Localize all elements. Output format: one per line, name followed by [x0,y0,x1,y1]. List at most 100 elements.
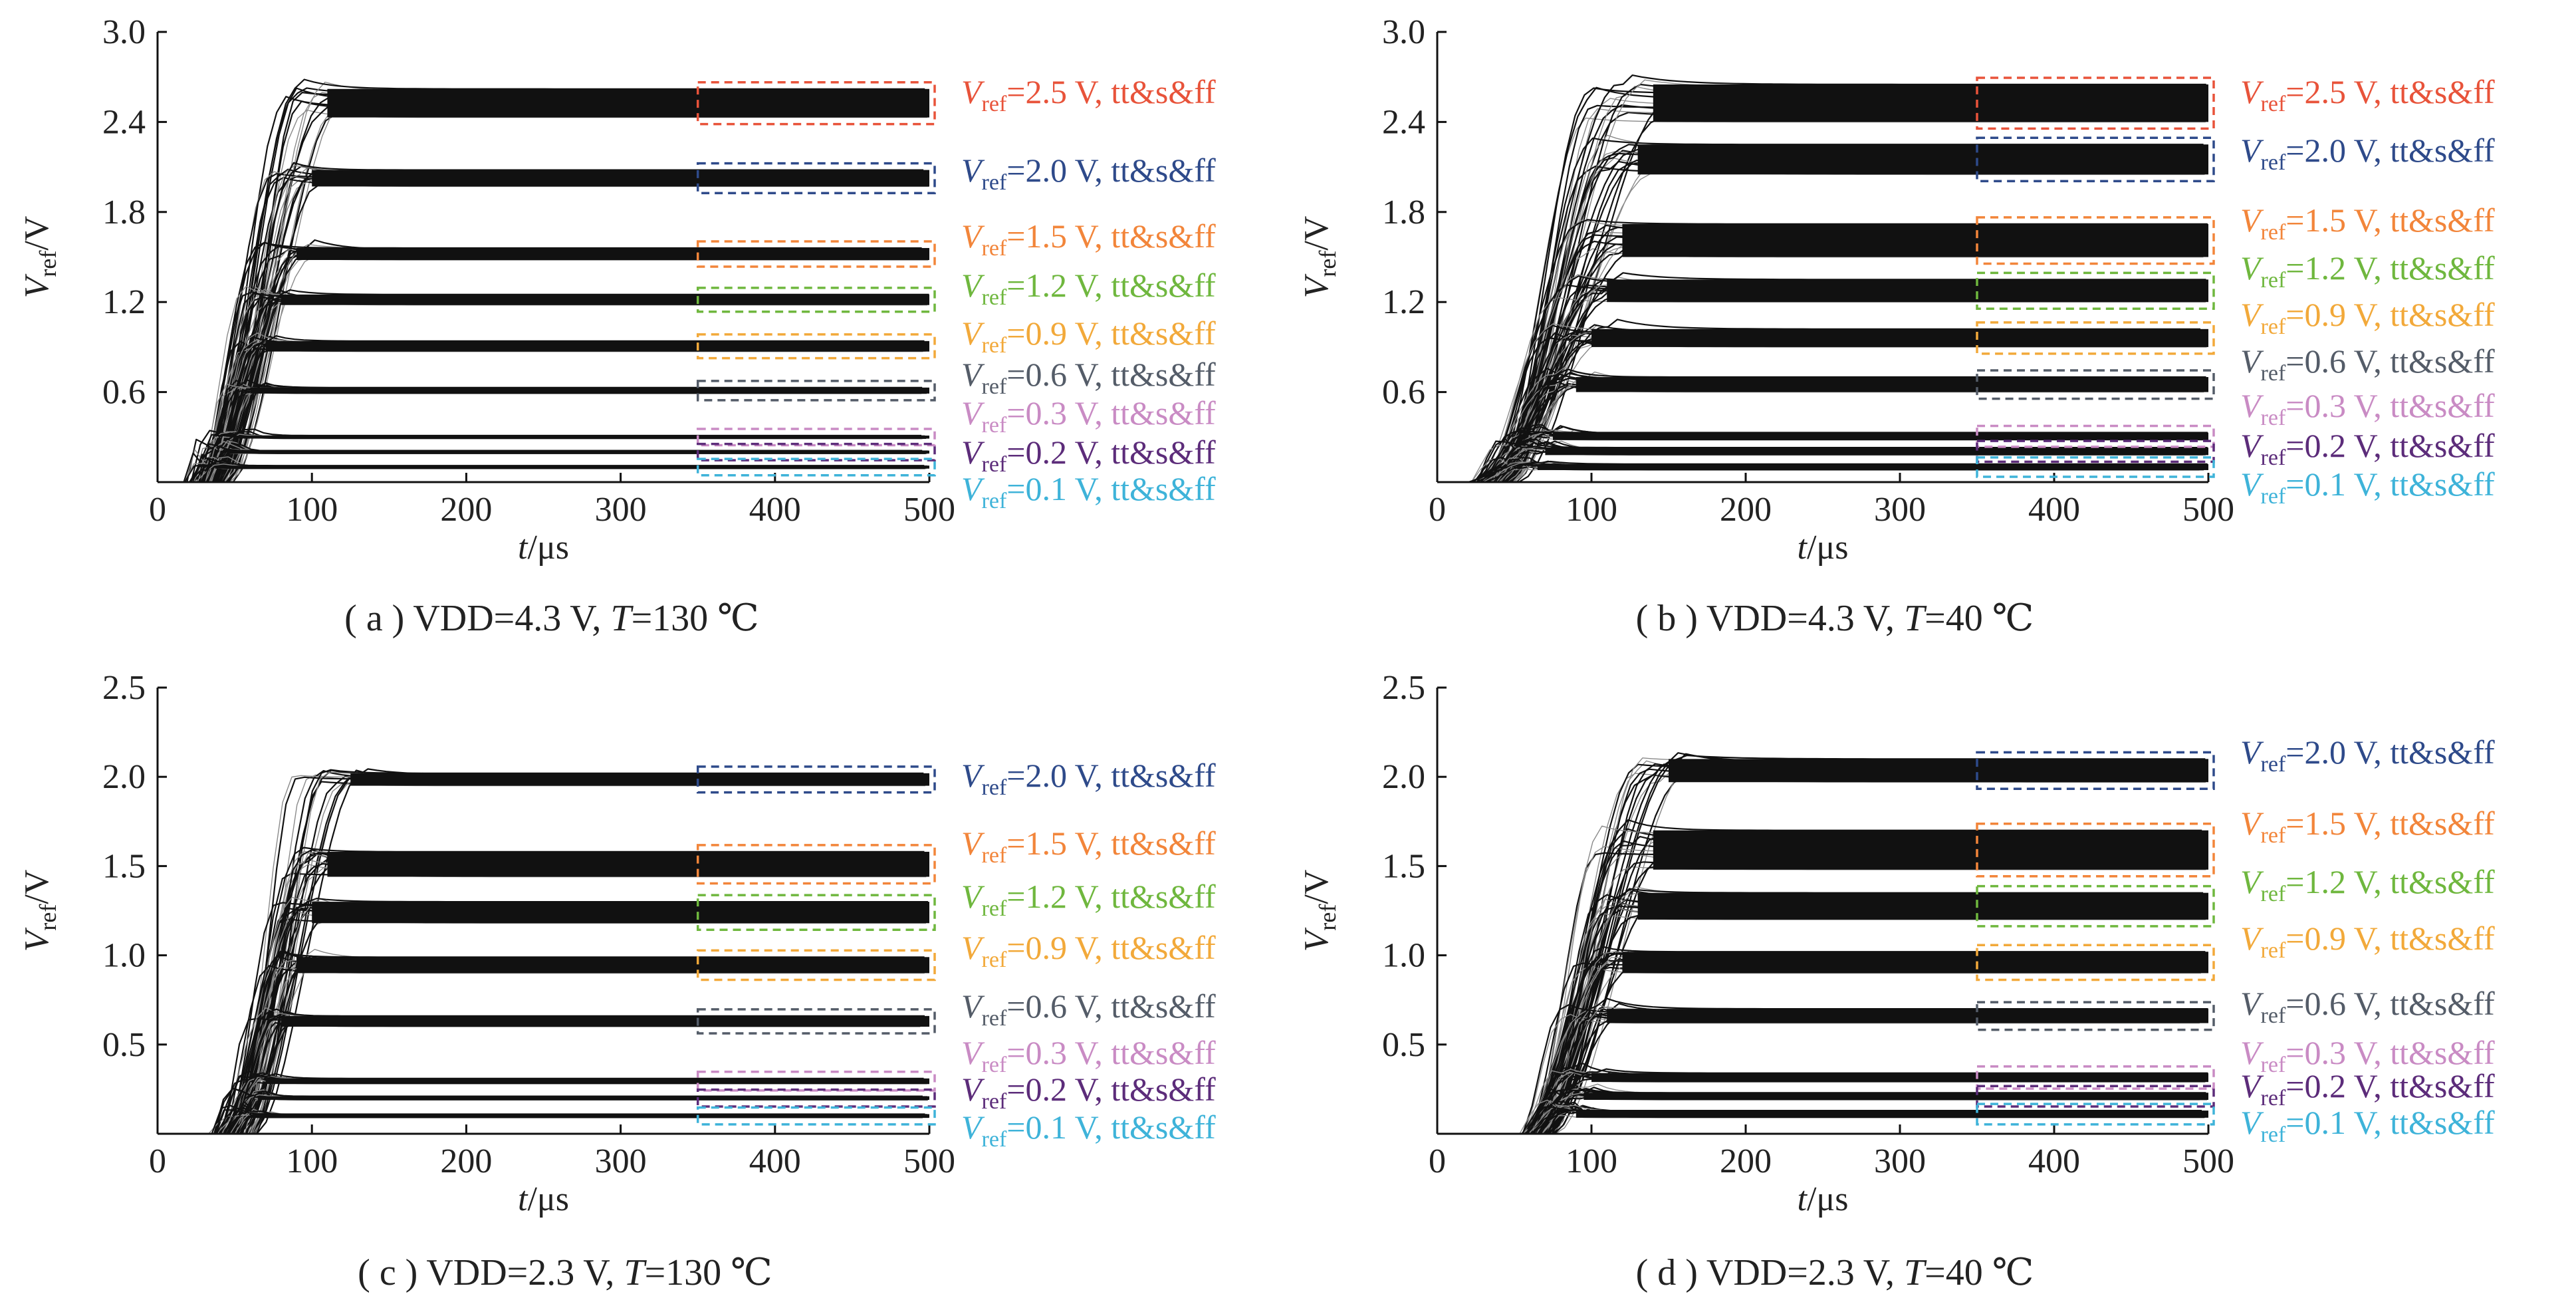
series-1.2v [1437,272,2208,483]
series-1.2v [1437,886,2208,1135]
series-label-symbol: V [2240,201,2264,239]
y-axis-subscript: ref [35,904,61,931]
series-label-text: =2.5 V, tt&s&ff [1006,73,1216,110]
series-label-text: =1.2 V, tt&s&ff [2285,249,2495,287]
series-label-symbol: V [2240,465,2264,503]
settled-band [1576,377,2208,392]
series-2.5v [158,78,929,483]
series-label-2v: Vref=2.0 V, tt&s&ff [961,757,1216,800]
x-axis-label: t/μs [1797,1180,1848,1218]
series-0.3v [158,428,930,483]
series-label-0.9v: Vref=0.9 V, tt&s&ff [2240,920,2495,963]
trace-line [158,847,925,1135]
caption-prefix: ( d ) VDD=2.3 V, [1636,1252,1904,1293]
trace-line [1437,819,2202,1135]
y-tick-label: 1.8 [102,194,146,231]
x-tick-label: 200 [1720,1142,1772,1180]
series-label-2v: Vref=2.0 V, tt&s&ff [961,152,1216,195]
series-label-text: =1.2 V, tt&s&ff [2285,863,2495,900]
y-axis-unit: /V [1298,870,1336,904]
x-axis-symbol: t [518,1180,528,1218]
x-tick-label: 300 [1874,491,1926,529]
y-tick-label: 0.5 [1382,1026,1425,1064]
dashed-box-0.3v [696,1071,936,1092]
series-0.2v [158,1087,929,1135]
series-label-subscript: ref [2261,1053,2286,1077]
settled-band [1591,328,2208,347]
trace-line [158,1114,923,1135]
dashed-box-0.9v [1976,321,2215,355]
y-tick-label: 1.0 [1382,937,1425,975]
series-label-subscript: ref [2261,361,2286,386]
y-axis-symbol: V [18,273,56,298]
trace-line [158,1105,925,1135]
series-0.6v [158,1007,929,1135]
x-tick-label: 300 [1874,1142,1926,1180]
settled-band [1607,1009,2208,1023]
y-axis-symbol: V [1298,273,1336,298]
dashed-box-2v [696,765,936,794]
chart-panel-2: 0 100 200 300 400 5000.61.21.82.43.0t/μsVref/… [1298,13,2495,639]
x-tick-label: 100 [286,491,338,529]
x-tick-label: 400 [2028,1142,2080,1180]
y-tick-label: 1.2 [1382,283,1425,321]
y-axis-label: Vref/V [1298,870,1341,952]
settled-band [1545,448,2208,456]
series-label-text: =0.9 V, tt&s&ff [1006,315,1216,352]
series-label-subscript: ref [2261,268,2286,293]
settled-band [227,450,929,454]
y-tick-label: 0.5 [102,1026,146,1064]
trace-line [1437,866,2206,1134]
series-1.5v [158,847,929,1135]
trace-line [158,1104,929,1135]
series-label-text: =0.3 V, tt&s&ff [2285,387,2495,424]
series-label-text: =2.0 V, tt&s&ff [1006,757,1216,794]
chart-panel-3: 0 100 200 300 400 5000.51.01.52.02.5t/μsVref/… [18,669,1216,1293]
dashed-box-0.1v [696,458,936,477]
series-label-1.2v: Vref=1.2 V, tt&s&ff [961,878,1216,921]
series-label-symbol: V [961,267,985,304]
dashed-box-0.2v [1976,440,2215,463]
x-tick-label: 200 [440,1142,492,1180]
trace-group [158,78,930,483]
series-label-symbol: V [2240,1067,2264,1105]
series-label-subscript: ref [982,489,1007,513]
series-label-symbol: V [2240,387,2264,424]
series-label-symbol: V [2240,733,2264,771]
dashed-box-2v [1976,751,2215,791]
settled-band [281,1015,929,1027]
y-tick-label: 1.8 [1382,194,1425,231]
series-0.3v [1437,424,2208,483]
settled-band [1622,952,2208,974]
series-label-text: =0.6 V, tt&s&ff [1006,987,1216,1025]
y-tick-label: 1.0 [102,937,146,975]
trace-line [1437,468,2200,483]
series-label-symbol: V [961,356,985,393]
trace-line [158,443,923,483]
trace-line [158,340,922,483]
series-label-symbol: V [961,1071,985,1108]
series-label-subscript: ref [2261,938,2286,963]
series-label-text: =0.1 V, tt&s&ff [1006,1109,1216,1146]
series-0.9v [158,332,929,483]
x-tick-label: 500 [903,1142,955,1180]
series-label-0.2v: Vref=0.2 V, tt&s&ff [961,434,1216,477]
series-label-0.3v: Vref=0.3 V, tt&s&ff [961,1034,1216,1077]
series-label-text: =0.6 V, tt&s&ff [2285,342,2495,380]
settled-band [327,851,929,877]
dashed-box-1.2v [1976,271,2215,310]
trace-line [1437,272,2206,483]
series-label-symbol: V [961,394,985,432]
chart-panel-1: 0 100 200 300 400 5000.61.21.82.43.0t/μsVref/… [18,13,1216,639]
caption-temp-value: =130 ℃ [645,1252,772,1293]
trace-line [158,440,922,483]
dashed-box-0.9v [1976,944,2215,981]
series-label-0.3v: Vref=0.3 V, tt&s&ff [2240,387,2495,430]
x-tick-label: 300 [595,491,647,529]
series-label-subscript: ref [982,333,1007,358]
y-axis-symbol: V [1298,927,1336,952]
trace-line [1437,460,2208,483]
caption-temp-symbol: T [624,1252,647,1293]
series-label-text: =0.6 V, tt&s&ff [2285,985,2495,1022]
series-label-subscript: ref [982,896,1007,921]
